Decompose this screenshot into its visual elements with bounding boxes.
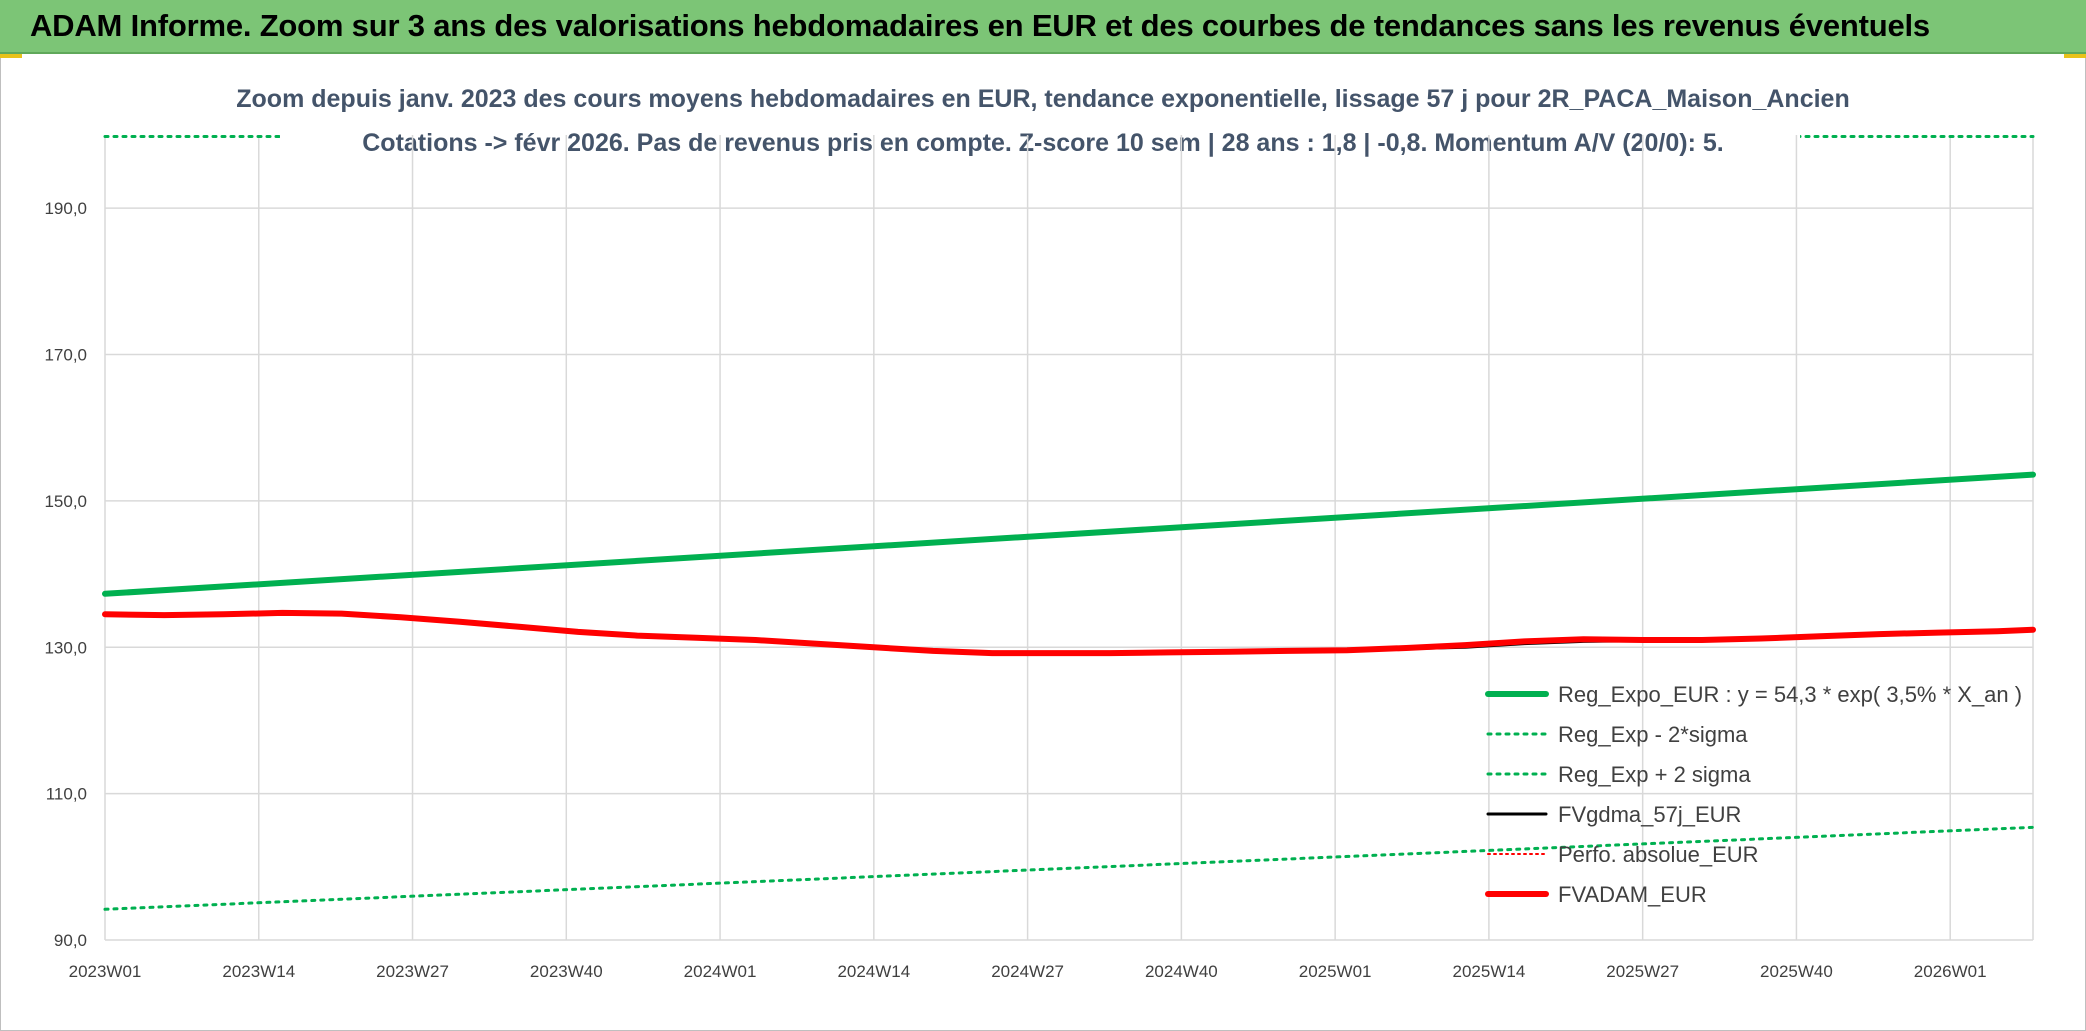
legend-label-2: Reg_Exp + 2 sigma bbox=[1558, 762, 1751, 787]
chart-title-line-2: Cotations -> févr 2026. Pas de revenus p… bbox=[362, 129, 1724, 157]
legend: Reg_Expo_EUR : y = 54,3 * exp( 3,5% * X_… bbox=[1485, 682, 2022, 907]
chart-title-line-1: Zoom depuis janv. 2023 des cours moyens … bbox=[236, 85, 1850, 113]
y-tick-label: 110,0 bbox=[46, 785, 87, 804]
legend-label-1: Reg_Exp - 2*sigma bbox=[1558, 722, 1748, 747]
legend-label-4: Perfo. absolue_EUR bbox=[1558, 842, 1759, 867]
x-tick-label: 2025W14 bbox=[1453, 962, 1526, 981]
y-tick-label: 90,0 bbox=[54, 931, 87, 950]
x-tick-label: 2025W27 bbox=[1606, 962, 1679, 981]
x-tick-label: 2024W14 bbox=[837, 962, 910, 981]
legend-label-3: FVgdma_57j_EUR bbox=[1558, 802, 1741, 827]
x-tick-label: 2025W40 bbox=[1760, 962, 1833, 981]
y-tick-label: 130,0 bbox=[44, 638, 87, 657]
gridlines bbox=[104, 135, 2034, 941]
y-axis: 90,0 110,0 130,0 150,0 170,0 190,0 bbox=[44, 199, 87, 950]
y-tick-label: 190,0 bbox=[44, 199, 87, 218]
report-banner: ADAM Informe. Zoom sur 3 ans des valoris… bbox=[0, 0, 2086, 54]
series-line-1 bbox=[103, 825, 2035, 911]
x-tick-label: 2025W01 bbox=[1299, 962, 1372, 981]
frame-corner-left bbox=[0, 54, 22, 58]
series-line-0 bbox=[102, 471, 2036, 597]
frame-corner-right bbox=[2064, 54, 2086, 58]
y-tick-label: 170,0 bbox=[44, 346, 87, 365]
x-tick-label: 2024W27 bbox=[991, 962, 1064, 981]
x-tick-label: 2023W01 bbox=[69, 962, 142, 981]
x-tick-label: 2024W40 bbox=[1145, 962, 1218, 981]
legend-label-5: FVADAM_EUR bbox=[1558, 882, 1707, 907]
x-tick-label: 2023W40 bbox=[530, 962, 603, 981]
x-tick-label: 2023W14 bbox=[222, 962, 295, 981]
report-title: ADAM Informe. Zoom sur 3 ans des valoris… bbox=[30, 8, 1930, 43]
x-tick-label: 2023W27 bbox=[376, 962, 449, 981]
x-tick-label: 2026W01 bbox=[1914, 962, 1987, 981]
legend-label-0: Reg_Expo_EUR : y = 54,3 * exp( 3,5% * X_… bbox=[1558, 682, 2022, 707]
x-tick-label: 2024W01 bbox=[684, 962, 757, 981]
x-axis: 2023W01 2023W14 2023W27 2023W40 2024W01 2024W… bbox=[69, 962, 1987, 981]
y-tick-label: 150,0 bbox=[44, 492, 87, 511]
series-line-5 bbox=[102, 609, 2036, 657]
